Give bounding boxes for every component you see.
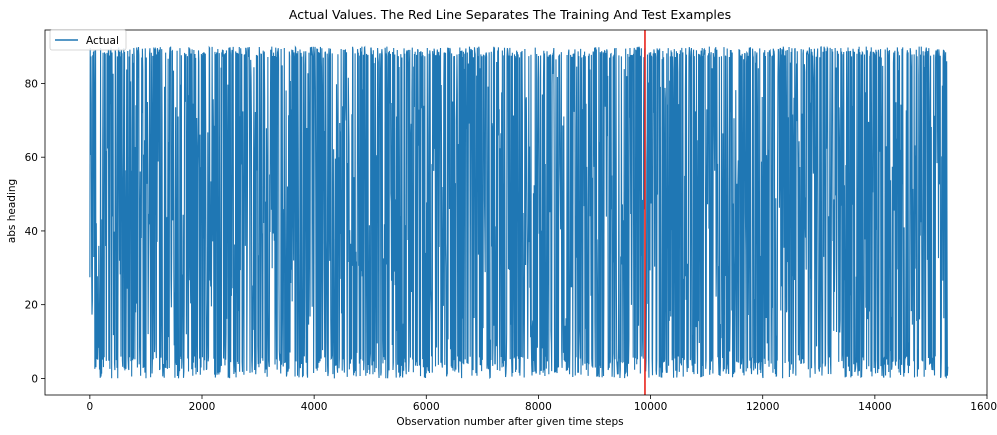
y-tick-label: 40 bbox=[25, 226, 38, 238]
x-tick-label: 2000 bbox=[189, 401, 216, 413]
x-axis-label: Observation number after given time step… bbox=[396, 416, 623, 428]
series-actual-line bbox=[89, 45, 949, 380]
y-tick-label: 80 bbox=[25, 78, 38, 90]
plot-frame bbox=[44, 29, 988, 396]
legend: Actual bbox=[49, 29, 127, 51]
y-tick-label: 0 bbox=[31, 373, 38, 385]
x-tick-label: 6000 bbox=[413, 401, 440, 413]
y-tick-label: 60 bbox=[25, 152, 38, 164]
y-axis-ticks: 0 20 40 60 80 bbox=[25, 78, 45, 385]
series-actual-path bbox=[89, 45, 949, 380]
y-axis-label: abs heading bbox=[6, 179, 18, 243]
x-tick-label: 0 bbox=[87, 401, 94, 413]
x-tick-label: 10000 bbox=[634, 401, 667, 413]
chart-title: Actual Values. The Red Line Separates Th… bbox=[289, 7, 731, 22]
x-tick-label: 8000 bbox=[525, 401, 552, 413]
plot-area bbox=[44, 29, 988, 396]
legend-label-actual: Actual bbox=[86, 35, 119, 47]
legend-box bbox=[49, 29, 127, 51]
x-tick-label: 12000 bbox=[746, 401, 779, 413]
y-tick-label: 20 bbox=[25, 300, 38, 312]
x-tick-label: 14000 bbox=[858, 401, 891, 413]
x-tick-label: 4000 bbox=[301, 401, 328, 413]
